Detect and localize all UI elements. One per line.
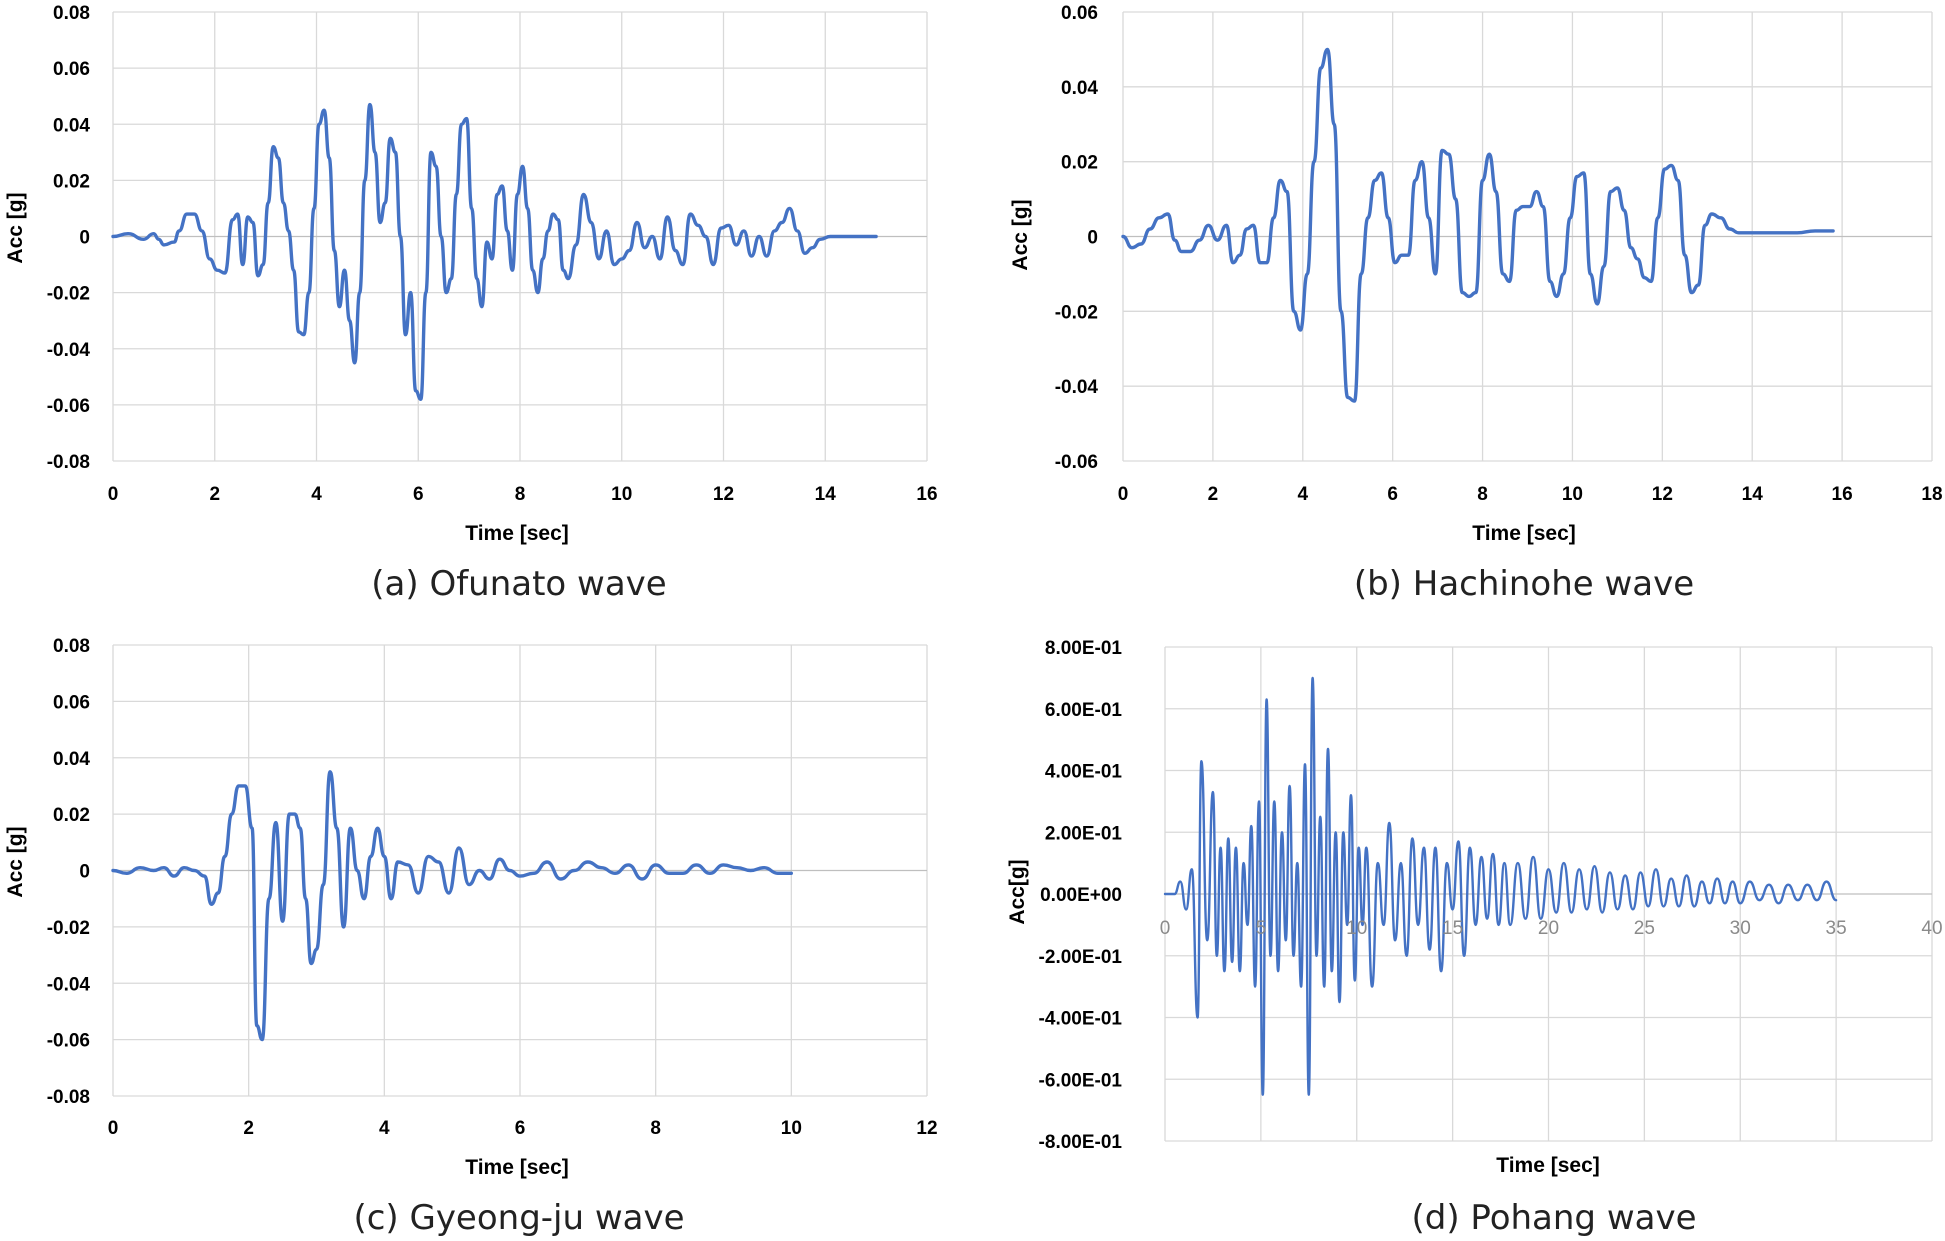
panel-c-ytick-label: 0.08 (53, 636, 90, 657)
panel-a-xtick-label: 10 (611, 484, 632, 505)
panel-b-xtick-label: 2 (1208, 484, 1219, 505)
panel-c-xlabel: Time [sec] (465, 1156, 569, 1179)
panel-b-ytick-label: 0.02 (1061, 153, 1098, 174)
panel-b-xtick-label: 10 (1562, 484, 1583, 505)
panel-b-xlabel: Time [sec] (1472, 522, 1576, 545)
panel-a-ytick-label: -0.08 (47, 452, 90, 473)
panel-d-ylabel: Acc[g] (1006, 859, 1029, 924)
panel-b-xtick-label: 16 (1832, 484, 1853, 505)
panel-c-xtick-label: 8 (650, 1118, 661, 1139)
panel-c-ticks: -0.08 -0.06 -0.04 -0.02 0 0.02 0.04 0.06 0.08 0 2 4… (47, 636, 938, 1139)
panel-a-ytick-label: 0.02 (53, 171, 90, 192)
panel-c: -0.08 -0.06 -0.04 -0.02 0 0.02 0.04 0.06 0.08 0 2 4… (4, 636, 938, 1238)
panel-d-xtick-label: 0 (1160, 918, 1171, 939)
panel-d-xtick-label: 5 (1256, 918, 1267, 939)
panel-a-xtick-label: 2 (209, 484, 220, 505)
panel-a-series-line (111, 102, 878, 401)
panel-d-xtick-label: 10 (1346, 918, 1367, 939)
panel-c-ytick-label: -0.08 (47, 1087, 90, 1108)
panel-c-ytick-label: -0.02 (47, 918, 90, 939)
panel-d-xtick-label: 25 (1634, 918, 1655, 939)
panel-d-series-line (1163, 676, 1838, 1096)
panel-b-ytick-label: 0.04 (1061, 78, 1098, 99)
panel-b-ytick-label: 0.06 (1061, 3, 1098, 24)
panel-a: -0.08 -0.06 -0.04 -0.02 0 0.02 0.04 0.06 0.08 0 2 4… (4, 3, 938, 604)
panel-b-ytick-label: -0.06 (1055, 452, 1098, 473)
panel-b-ylabel: Acc [g] (1009, 199, 1032, 270)
panel-d-ytick-label: 6.00E-01 (1045, 700, 1123, 721)
panel-c-ytick-label: 0.06 (53, 692, 90, 713)
panel-d-ytick-label: -4.00E-01 (1039, 1009, 1123, 1030)
panel-c-caption: (c) Gyeong-ju wave (353, 1198, 684, 1238)
panel-d-caption: (d) Pohang wave (1411, 1198, 1696, 1238)
panel-a-ytick-label: -0.06 (47, 396, 90, 417)
panel-b-xtick-label: 14 (1742, 484, 1764, 505)
panel-a-xtick-label: 4 (311, 484, 322, 505)
panel-c-xtick-label: 0 (108, 1118, 119, 1139)
panel-a-xtick-label: 6 (413, 484, 424, 505)
panel-c-xtick-label: 2 (243, 1118, 254, 1139)
panel-a-ytick-label: 0.04 (53, 115, 90, 136)
panel-c-xtick-label: 4 (379, 1118, 390, 1139)
panel-a-xtick-label: 14 (815, 484, 837, 505)
panel-b-xtick-label: 12 (1652, 484, 1673, 505)
panel-c-ytick-label: -0.06 (47, 1031, 90, 1052)
panel-c-xtick-label: 12 (916, 1118, 937, 1139)
panel-d-ytick-label: 4.00E-01 (1045, 762, 1123, 783)
panel-a-xtick-label: 0 (108, 484, 119, 505)
panel-d-ytick-label: -2.00E-01 (1039, 947, 1123, 968)
panel-d-ytick-label: -6.00E-01 (1039, 1070, 1123, 1091)
panel-c-ytick-label: 0.02 (53, 805, 90, 826)
panel-a-ytick-label: -0.02 (47, 284, 90, 305)
panel-d-xtick-label: 20 (1538, 918, 1559, 939)
panel-b-ytick-label: -0.04 (1055, 377, 1099, 398)
panel-a-xtick-label: 16 (916, 484, 937, 505)
panel-a-ytick-label: 0 (79, 228, 90, 249)
panel-d: -8.00E-01 -6.00E-01 -4.00E-01 -2.00E-01 0.00… (1006, 638, 1943, 1238)
panel-d-ytick-label: 2.00E-01 (1045, 823, 1123, 844)
panel-a-xtick-label: 8 (515, 484, 526, 505)
panel-c-ylabel: Acc [g] (4, 826, 27, 897)
panel-c-grid (112, 644, 928, 1097)
panel-d-ticks: -8.00E-01 -6.00E-01 -4.00E-01 -2.00E-01 0.00… (1039, 638, 1943, 1153)
panel-a-ytick-label: 0.08 (53, 3, 90, 24)
panel-a-grid (112, 11, 928, 462)
panel-a-ytick-label: 0.06 (53, 59, 90, 80)
panel-b-xtick-label: 6 (1387, 484, 1398, 505)
panel-b-xtick-label: 0 (1118, 484, 1129, 505)
panel-b: -0.06 -0.04 -0.02 0 0.02 0.04 0.06 0 2 4 6 8 10 12 14 1… (1009, 3, 1943, 604)
panel-b-caption: (b) Hachinohe wave (1354, 564, 1694, 604)
panel-d-xtick-label: 35 (1826, 918, 1847, 939)
panel-c-xtick-label: 6 (515, 1118, 526, 1139)
panel-b-series-line (1121, 47, 1835, 403)
panel-a-ticks: -0.08 -0.06 -0.04 -0.02 0 0.02 0.04 0.06 0.08 0 2 4… (47, 3, 938, 505)
panel-c-series-line (111, 770, 793, 1042)
panel-c-ytick-label: 0 (79, 862, 90, 883)
panel-b-ytick-label: 0 (1087, 228, 1098, 249)
panel-d-ytick-label: 8.00E-01 (1045, 638, 1123, 659)
panel-c-xtick-label: 10 (781, 1118, 802, 1139)
panel-b-xtick-label: 4 (1297, 484, 1308, 505)
panel-c-ytick-label: -0.04 (47, 974, 91, 995)
panel-d-ytick-label: 0.00E+00 (1040, 885, 1122, 906)
panel-d-xtick-label: 30 (1730, 918, 1751, 939)
panel-b-xtick-label: 8 (1477, 484, 1488, 505)
panel-c-ytick-label: 0.04 (53, 749, 90, 770)
panel-d-xlabel: Time [sec] (1496, 1154, 1600, 1177)
panel-d-xtick-label: 40 (1921, 918, 1942, 939)
panel-b-xtick-label: 18 (1921, 484, 1942, 505)
panel-d-ytick-label: -8.00E-01 (1039, 1132, 1123, 1153)
panel-a-ytick-label: -0.04 (47, 340, 91, 361)
panel-b-ytick-label: -0.02 (1055, 302, 1098, 323)
panel-b-ticks: -0.06 -0.04 -0.02 0 0.02 0.04 0.06 0 2 4 6 8 10 12 14 1… (1055, 3, 1943, 505)
panel-a-xlabel: Time [sec] (465, 522, 569, 545)
panel-d-xtick-label: 15 (1442, 918, 1463, 939)
panel-a-ylabel: Acc [g] (4, 192, 27, 263)
panel-a-xtick-label: 12 (713, 484, 734, 505)
panel-a-caption: (a) Ofunato wave (371, 564, 666, 604)
panel-b-grid (1122, 11, 1933, 462)
